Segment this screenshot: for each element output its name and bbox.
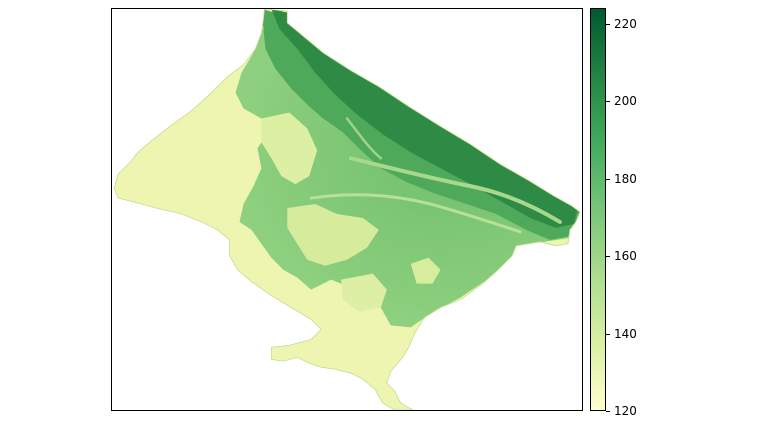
map-panel (111, 8, 583, 411)
lowland-intrusion (261, 112, 318, 185)
colorbar-tick-label: 200 (614, 94, 637, 108)
colorbar-tick (606, 23, 610, 25)
lowland-intrusion (287, 204, 379, 266)
lowland-intrusion (410, 257, 441, 284)
colorbar-tick (606, 333, 610, 335)
lowland-intrusion (341, 273, 387, 312)
colorbar-tick (606, 411, 610, 412)
colorbar-tick-label: 120 (614, 404, 637, 418)
valley-streak (309, 193, 522, 234)
valley-streak (348, 156, 562, 224)
elevation-map (113, 9, 581, 410)
colorbar-tick (606, 178, 610, 180)
colorbar-tick (606, 101, 610, 102)
colorbar-tick-label: 160 (614, 249, 637, 263)
valley-streak (345, 117, 383, 160)
colorbar-tick-label: 140 (614, 326, 637, 341)
colorbar-tick-label: 180 (614, 171, 637, 186)
colorbar (590, 8, 606, 411)
colorbar-tick (606, 256, 610, 257)
colorbar-tick-label: 220 (614, 16, 637, 31)
